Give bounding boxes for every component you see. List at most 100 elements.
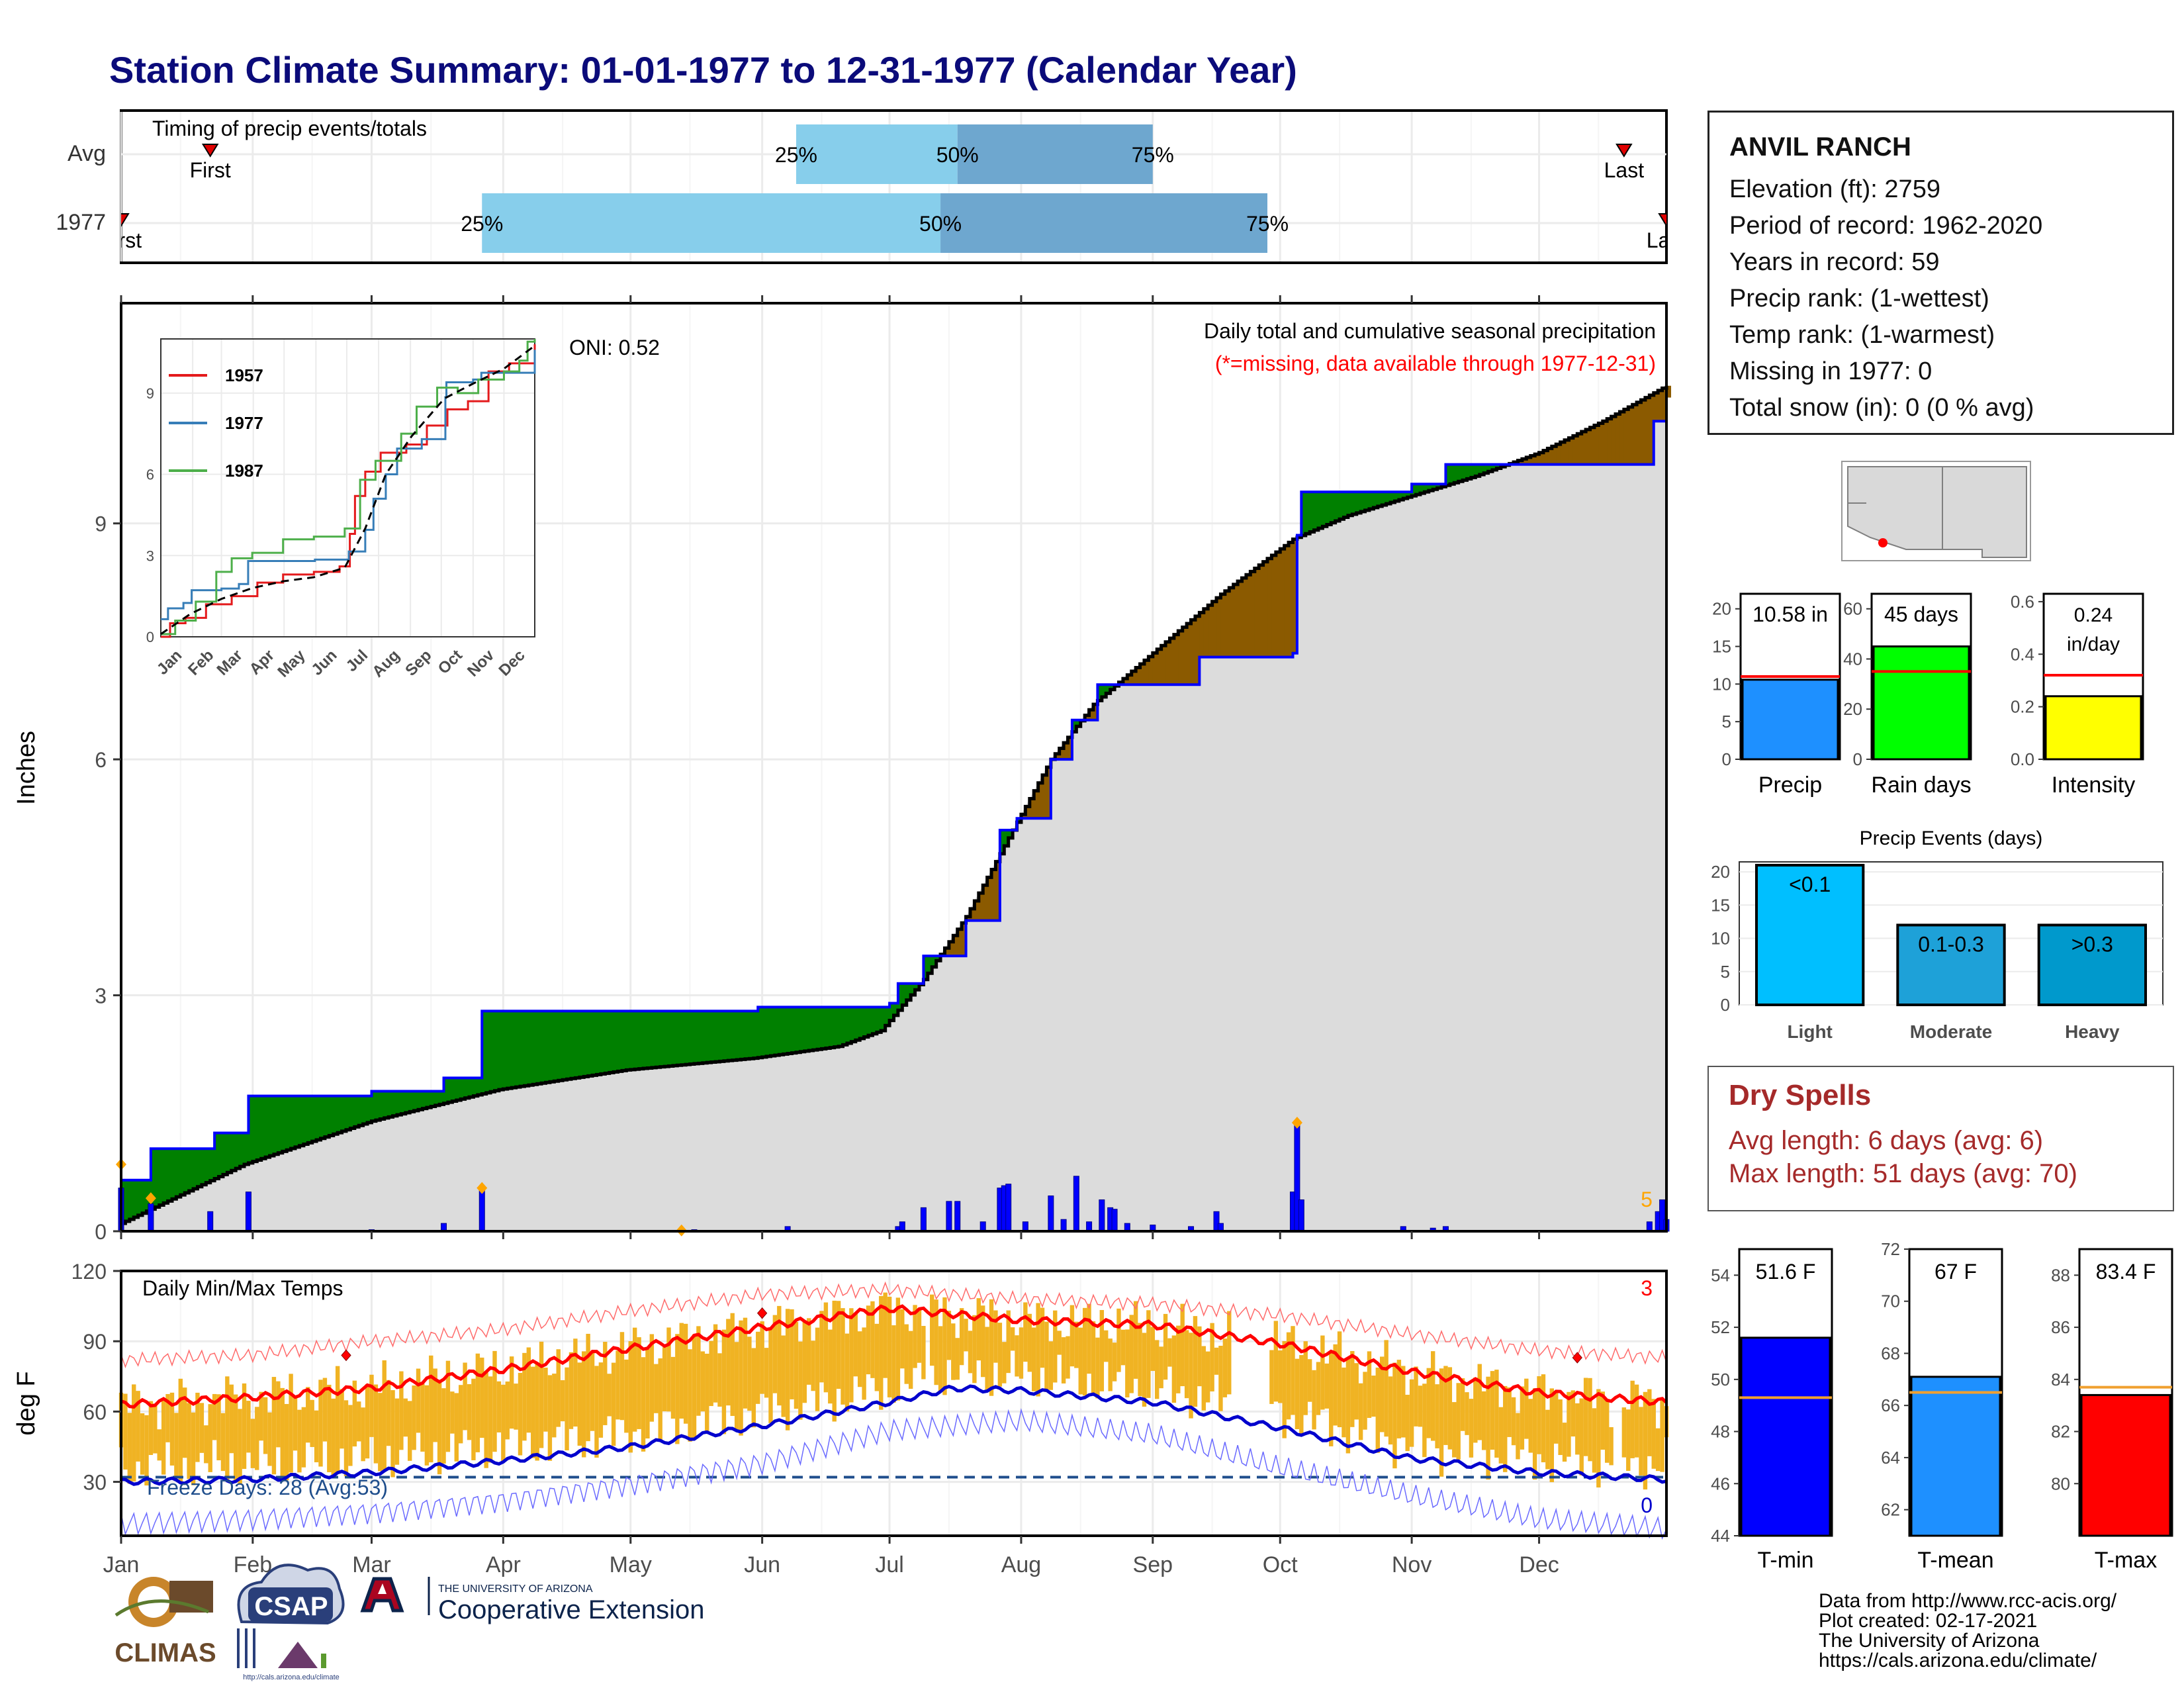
daily-temp-range [1116, 1308, 1121, 1372]
daily-temp-range [390, 1390, 395, 1477]
daily-temp-range [836, 1301, 841, 1389]
anomaly-day [579, 1011, 584, 1078]
anomaly-day [1152, 653, 1158, 685]
anomaly-day [1110, 684, 1115, 690]
daily-temp-range [1197, 1326, 1202, 1387]
daily-temp-range [293, 1395, 298, 1451]
avg-25-50-bar [796, 124, 958, 184]
temp-mean-tick-label: 82 [2051, 1422, 2070, 1442]
daily-temp-range [1133, 1301, 1138, 1379]
inset-y-tick-label: 6 [146, 467, 154, 483]
daily-temp-range [1520, 1386, 1525, 1450]
daily-temp-range [645, 1348, 650, 1439]
anomaly-day [957, 929, 962, 957]
anomaly-day [418, 1091, 424, 1110]
daily-temp-range [514, 1383, 518, 1430]
daily-temp-range [1609, 1427, 1614, 1466]
anomaly-day [1496, 464, 1502, 469]
anomaly-day [885, 1007, 890, 1026]
daily-temp-range [972, 1315, 977, 1383]
daily-temp-range [327, 1384, 332, 1473]
anomaly-day [134, 1180, 139, 1217]
daily-temp-range [1643, 1391, 1648, 1490]
temp-y-label: deg F [13, 1371, 40, 1435]
anomaly-day [719, 1011, 725, 1062]
anomaly-day [626, 1011, 631, 1070]
month-label: Jul [875, 1552, 903, 1577]
daily-temp-range [772, 1315, 778, 1393]
anomaly-day [1169, 638, 1175, 685]
anomaly-day [541, 1011, 547, 1084]
daily-temp-range [429, 1355, 433, 1463]
anomaly-day [1365, 492, 1370, 510]
temp-mean-bar-value [1910, 1376, 2001, 1537]
anomaly-day [507, 1011, 512, 1089]
anomaly-day [159, 1149, 164, 1205]
temp-mean-tick-label: 62 [1881, 1500, 1900, 1520]
anomaly-day [1569, 438, 1574, 465]
anomaly-day [257, 1096, 262, 1160]
daily-temp-range [891, 1325, 896, 1403]
anomaly-day [396, 1091, 402, 1115]
anomaly-day [206, 1149, 211, 1183]
anomaly-day [1289, 542, 1294, 657]
anomaly-day [1590, 427, 1595, 465]
daily-temp-range [573, 1338, 578, 1427]
anomaly-day [320, 1096, 326, 1139]
daily-temp-range [1558, 1399, 1563, 1456]
daily-temp-range [1214, 1347, 1219, 1375]
daily-temp-range [361, 1407, 365, 1462]
anomaly-day [1335, 492, 1340, 522]
daily-temp-range [284, 1403, 289, 1481]
anomaly-day [176, 1149, 181, 1197]
anomaly-day [1127, 675, 1132, 685]
temp-mean-tick-label: 50 [1711, 1370, 1730, 1389]
station-missing: Missing in 1977: 0 [1729, 357, 1933, 385]
anomaly-day [762, 1007, 767, 1057]
month-axis: Jan Feb Mar Apr May Jun Jul Aug Sep Oct Nov Dec [103, 295, 1559, 1577]
anomaly-day [1662, 388, 1667, 422]
daily-temp-range [259, 1391, 263, 1441]
daily-temp-range [229, 1384, 234, 1454]
daily-temp-range [981, 1305, 985, 1378]
temp-y-tick-label: 30 [83, 1471, 107, 1495]
daily-precip-bar [1022, 1221, 1028, 1232]
daily-temp-range [204, 1425, 208, 1464]
anomaly-day [1623, 409, 1629, 465]
obs-first-label: First [101, 228, 142, 252]
events-category-label: Moderate [1910, 1021, 1992, 1042]
precip-y-tick-label: 3 [95, 984, 107, 1008]
anomaly-day [549, 1011, 555, 1082]
daily-temp-range [458, 1385, 463, 1444]
anomaly-day [1136, 667, 1141, 685]
mini-bar-value-label: 10.58 in [1752, 602, 1828, 626]
anomaly-day [766, 1007, 772, 1056]
anomaly-day [978, 893, 983, 921]
anomaly-day [456, 1078, 461, 1100]
anomaly-day [851, 1007, 856, 1042]
anomaly-day [1373, 492, 1379, 508]
anomaly-day [1195, 616, 1200, 685]
temp-count-below: 0 [1641, 1493, 1653, 1517]
daily-temp-range [900, 1309, 905, 1369]
daily-temp-range [1066, 1336, 1070, 1379]
daily-temp-range [1358, 1383, 1363, 1440]
daily-temp-range [1040, 1307, 1045, 1368]
avg-50-75-bar [957, 124, 1153, 184]
month-label: May [610, 1552, 652, 1577]
daily-temp-range [322, 1378, 328, 1442]
anomaly-day [287, 1096, 292, 1150]
anomaly-day [651, 1011, 657, 1068]
daily-temp-range [844, 1333, 850, 1412]
anomaly-day [983, 885, 988, 921]
mini-bar-label: Precip [1758, 773, 1822, 798]
temp-mean-tick-label: 72 [1881, 1239, 1900, 1259]
daily-temp-range [637, 1337, 641, 1429]
anomaly-day [1267, 558, 1273, 657]
daily-temp-range [785, 1309, 790, 1430]
daily-temp-range [930, 1294, 934, 1366]
record-marker [1291, 1117, 1302, 1129]
daily-temp-range [484, 1372, 488, 1468]
anomaly-day [138, 1180, 143, 1215]
